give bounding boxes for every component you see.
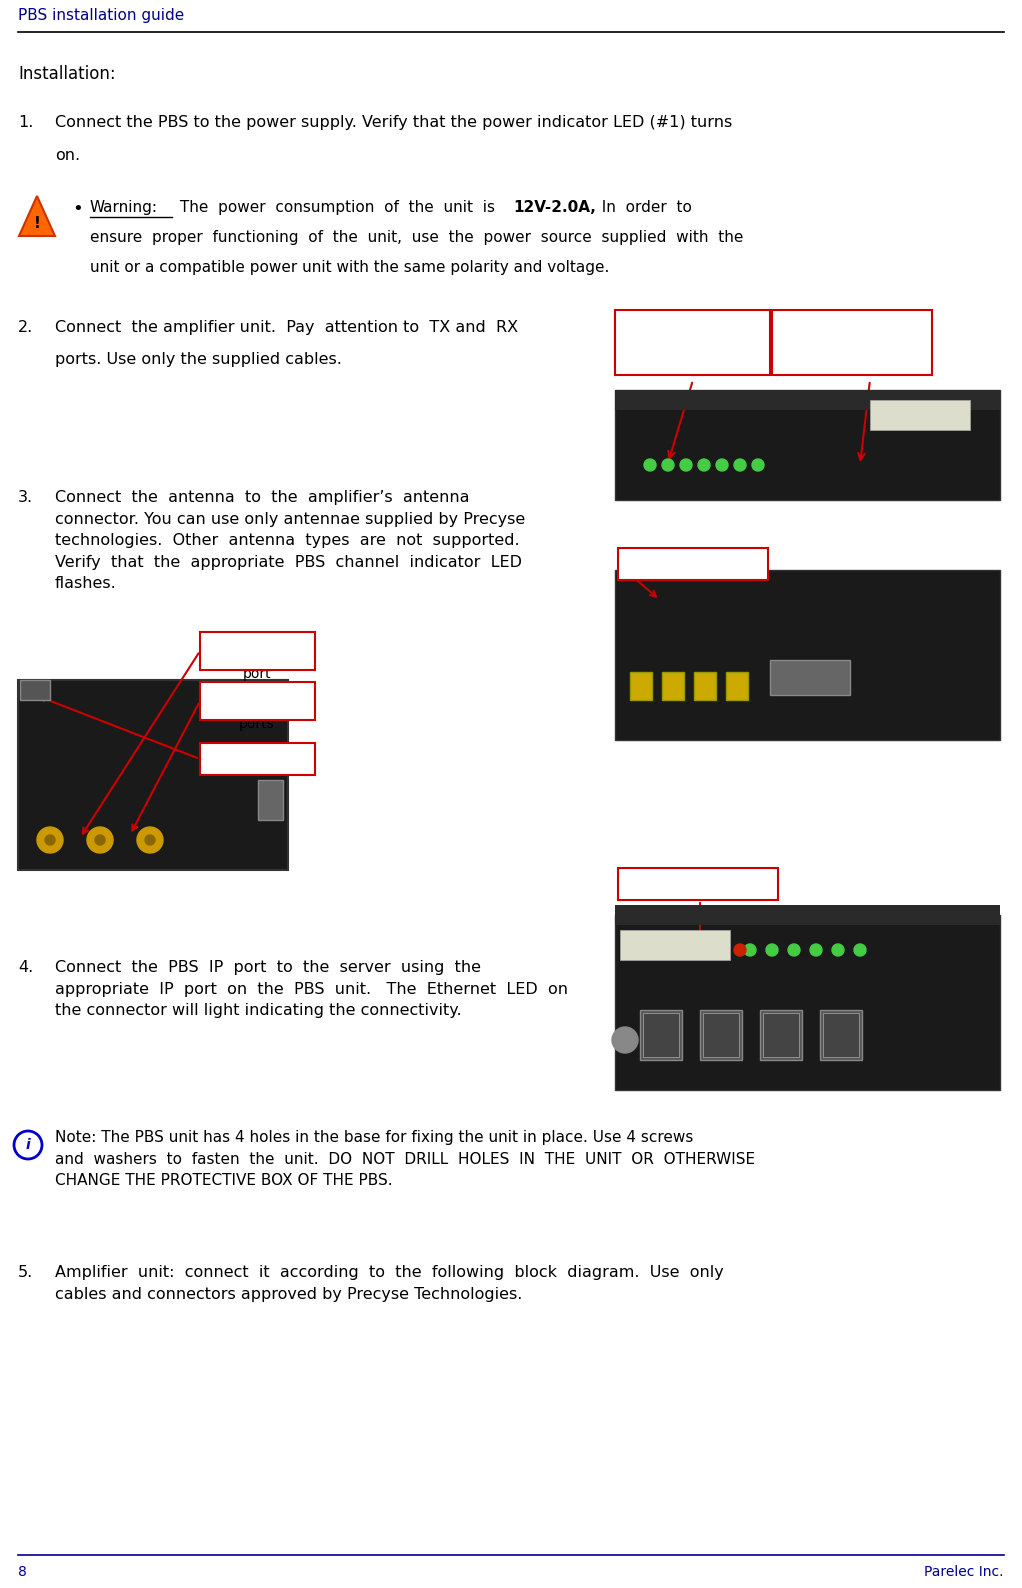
FancyBboxPatch shape — [703, 1013, 739, 1058]
Text: ports. Use only the supplied cables.: ports. Use only the supplied cables. — [55, 353, 342, 367]
Circle shape — [734, 459, 746, 472]
Text: Connect the PBS to the power supply. Verify that the power indicator LED (#1) tu: Connect the PBS to the power supply. Ver… — [55, 114, 732, 130]
Circle shape — [744, 943, 756, 956]
Text: 3.: 3. — [18, 491, 33, 505]
Text: •: • — [72, 200, 83, 218]
Circle shape — [734, 943, 746, 956]
FancyBboxPatch shape — [823, 1013, 860, 1058]
Circle shape — [752, 459, 764, 472]
Circle shape — [37, 827, 63, 853]
Text: Connect  the  PBS  IP  port  to  the  server  using  the
appropriate  IP  port  : Connect the PBS IP port to the server us… — [55, 961, 568, 1018]
Text: In  order  to: In order to — [592, 200, 692, 214]
Polygon shape — [19, 195, 55, 237]
FancyBboxPatch shape — [700, 1010, 742, 1061]
Circle shape — [87, 827, 113, 853]
Circle shape — [45, 835, 55, 845]
FancyBboxPatch shape — [200, 632, 315, 670]
FancyBboxPatch shape — [726, 672, 748, 700]
Text: unit or a compatible power unit with the same polarity and voltage.: unit or a compatible power unit with the… — [90, 260, 609, 275]
FancyBboxPatch shape — [772, 310, 932, 375]
Text: !: ! — [34, 216, 41, 230]
Text: Installation:: Installation: — [18, 65, 115, 83]
FancyBboxPatch shape — [763, 1013, 799, 1058]
Circle shape — [145, 835, 155, 845]
Text: Amplifier  unit:  connect  it  according  to  the  following  block  diagram.  U: Amplifier unit: connect it according to … — [55, 1266, 724, 1302]
FancyBboxPatch shape — [200, 681, 315, 719]
FancyBboxPatch shape — [820, 1010, 862, 1061]
Text: Connect  the  antenna  to  the  amplifier’s  antenna
connector. You can use only: Connect the antenna to the amplifier’s a… — [55, 491, 525, 591]
Text: i: i — [26, 1139, 31, 1151]
Circle shape — [854, 943, 866, 956]
FancyBboxPatch shape — [18, 680, 288, 870]
FancyBboxPatch shape — [643, 1013, 679, 1058]
Circle shape — [788, 943, 800, 956]
Text: PBS channel
indicator #1: PBS channel indicator #1 — [649, 314, 735, 348]
Text: Connect  the amplifier unit.  Pay  attention to  TX and  RX: Connect the amplifier unit. Pay attentio… — [55, 321, 518, 335]
Circle shape — [680, 459, 692, 472]
Text: Warning:: Warning: — [90, 200, 158, 214]
FancyBboxPatch shape — [615, 391, 1000, 410]
FancyBboxPatch shape — [615, 391, 1000, 500]
Circle shape — [662, 459, 673, 472]
FancyBboxPatch shape — [618, 548, 768, 580]
Text: Antenna
port: Antenna port — [228, 649, 286, 681]
Text: 1.: 1. — [18, 114, 34, 130]
Circle shape — [95, 835, 105, 845]
Text: Note: The PBS unit has 4 holes in the base for fixing the unit in place. Use 4 s: Note: The PBS unit has 4 holes in the ba… — [55, 1131, 755, 1188]
Text: TCP/IP port #1: TCP/IP port #1 — [648, 885, 748, 897]
Text: Control port: Control port — [216, 759, 298, 773]
Circle shape — [766, 943, 778, 956]
Text: PBS installation guide: PBS installation guide — [18, 8, 184, 22]
Text: Parelec Inc.: Parelec Inc. — [925, 1566, 1004, 1578]
Text: 4.: 4. — [18, 961, 34, 975]
Text: The  power  consumption  of  the  unit  is: The power consumption of the unit is — [175, 200, 505, 214]
FancyBboxPatch shape — [760, 1010, 802, 1061]
Text: 12V-2.0A,: 12V-2.0A, — [513, 200, 596, 214]
FancyBboxPatch shape — [200, 743, 315, 775]
FancyBboxPatch shape — [258, 780, 283, 819]
FancyBboxPatch shape — [615, 310, 770, 375]
FancyBboxPatch shape — [770, 661, 850, 696]
FancyBboxPatch shape — [615, 915, 1000, 1089]
Text: 2.: 2. — [18, 321, 34, 335]
FancyBboxPatch shape — [615, 570, 1000, 740]
Text: 8: 8 — [18, 1566, 27, 1578]
FancyBboxPatch shape — [870, 400, 970, 430]
Circle shape — [698, 459, 710, 472]
Text: on.: on. — [55, 148, 80, 164]
FancyBboxPatch shape — [20, 680, 50, 700]
Circle shape — [832, 943, 844, 956]
Circle shape — [716, 459, 728, 472]
FancyBboxPatch shape — [662, 672, 684, 700]
Circle shape — [612, 1027, 638, 1053]
FancyBboxPatch shape — [620, 931, 730, 961]
Circle shape — [644, 459, 656, 472]
Text: Control port: Control port — [651, 564, 735, 578]
FancyBboxPatch shape — [618, 869, 778, 900]
FancyBboxPatch shape — [694, 672, 716, 700]
Text: RX, TX
ports: RX, TX ports — [234, 700, 280, 732]
FancyBboxPatch shape — [630, 672, 652, 700]
FancyBboxPatch shape — [640, 1010, 682, 1061]
Text: 5.: 5. — [18, 1266, 34, 1280]
Circle shape — [810, 943, 822, 956]
Circle shape — [137, 827, 162, 853]
Text: RF ports.: RF ports. — [821, 322, 883, 337]
FancyBboxPatch shape — [615, 905, 1000, 924]
Text: ensure  proper  functioning  of  the  unit,  use  the  power  source  supplied  : ensure proper functioning of the unit, u… — [90, 230, 743, 245]
